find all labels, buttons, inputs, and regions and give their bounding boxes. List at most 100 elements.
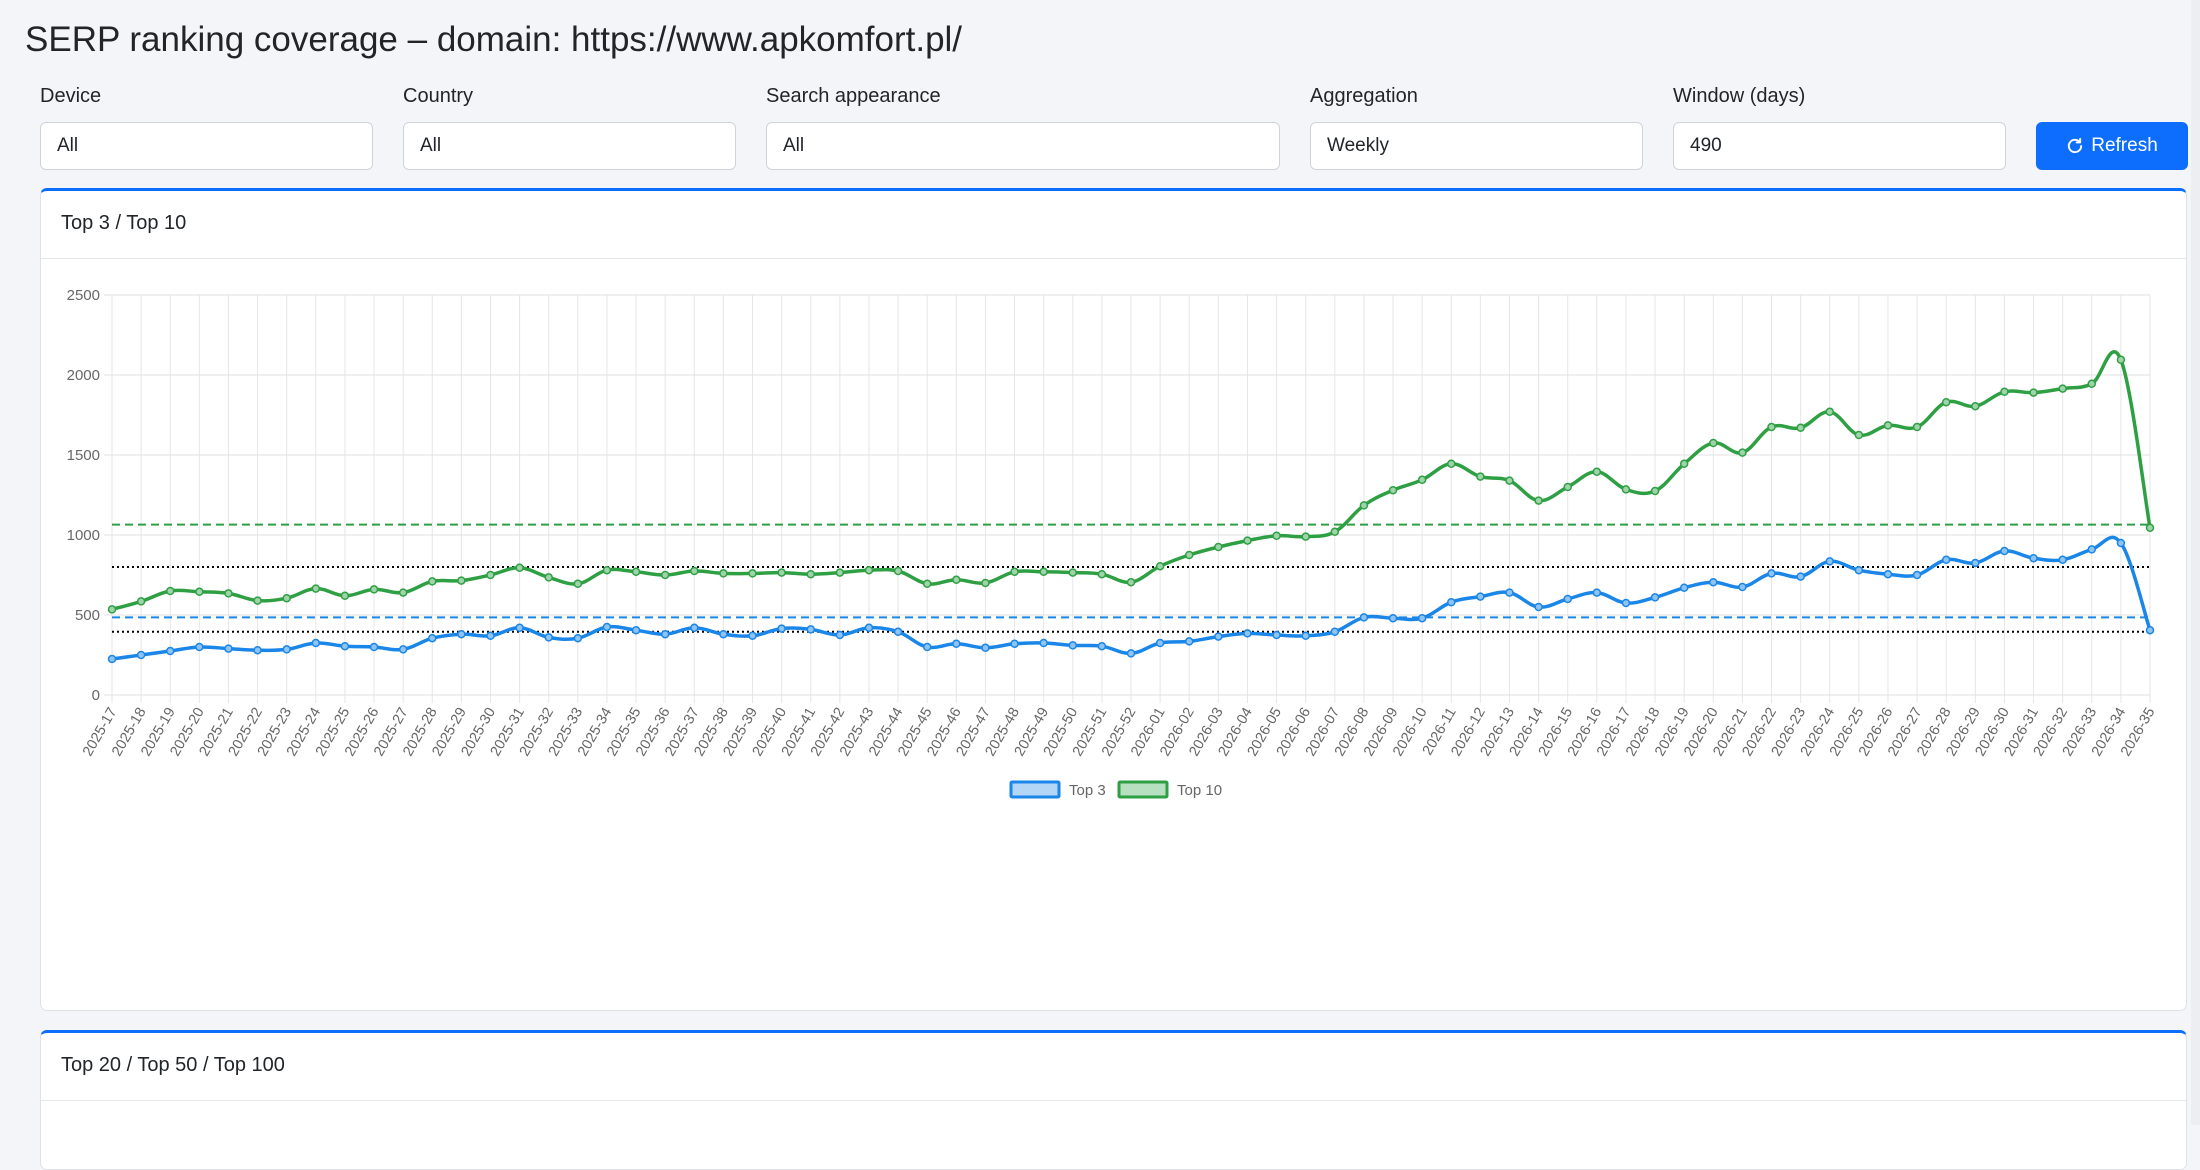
data-point: [573, 579, 583, 589]
data-point: [1650, 593, 1660, 602]
window-input[interactable]: 490: [1673, 122, 2006, 170]
data-point: [1272, 630, 1281, 640]
data-point: [107, 605, 117, 614]
data-point: [1767, 422, 1776, 432]
data-point: [748, 569, 757, 578]
data-point: [544, 573, 553, 582]
search-appearance-select[interactable]: All: [766, 122, 1280, 170]
data-point: [1592, 588, 1602, 597]
data-point: [864, 565, 874, 575]
data-point: [748, 631, 757, 641]
data-point: [806, 569, 815, 579]
data-point: [835, 630, 845, 640]
data-point: [1068, 641, 1078, 650]
device-filter: Device All: [40, 84, 373, 170]
data-point: [1126, 649, 1136, 658]
aggregation-filter: Aggregation Weekly: [1310, 84, 1643, 170]
data-point: [660, 629, 670, 639]
data-point: [1359, 501, 1369, 510]
search-appearance-label: Search appearance: [766, 85, 941, 107]
data-point: [690, 566, 699, 576]
data-point: [2029, 553, 2038, 563]
data-point: [631, 567, 641, 577]
legend-label: Top 10: [1177, 782, 1222, 799]
data-point: [515, 623, 524, 633]
data-point: [165, 586, 175, 596]
data-point: [1709, 438, 1718, 448]
aggregation-select[interactable]: Weekly: [1310, 122, 1643, 170]
data-point: [1941, 397, 1951, 407]
top3-top10-card: Top 3 / Top 10 0 500 1000 1500 2000 2500 2025-…: [40, 188, 2187, 1011]
country-filter: Country All: [403, 84, 736, 170]
data-point: [1825, 407, 1834, 417]
data-point: [981, 643, 990, 653]
refresh-label: Refresh: [2091, 135, 2158, 156]
data-point: [224, 644, 233, 653]
data-point: [1097, 569, 1107, 579]
data-point: [1738, 448, 1747, 457]
refresh-button[interactable]: Refresh: [2036, 122, 2188, 170]
data-point: [1563, 482, 1572, 492]
data-point: [1534, 602, 1543, 612]
data-point: [136, 597, 146, 606]
top20-top50-top100-card: Top 20 / Top 50 / Top 100: [40, 1030, 2187, 1170]
data-point: [398, 588, 408, 597]
data-point: [1971, 401, 1980, 411]
data-point: [573, 633, 583, 643]
data-point: [1505, 588, 1514, 597]
y-tick-label: 0: [92, 687, 100, 704]
data-point: [282, 645, 291, 654]
window-filter: Window (days) 490: [1673, 84, 2006, 170]
data-point: [428, 633, 437, 643]
data-point: [952, 639, 961, 649]
data-point: [1243, 629, 1252, 638]
data-point: [1155, 638, 1165, 648]
page-scrollbar[interactable]: [2191, 0, 2200, 1125]
data-point: [2145, 523, 2155, 533]
data-point: [369, 585, 379, 594]
data-point: [1388, 613, 1398, 623]
data-point: [1534, 496, 1543, 505]
data-point: [1301, 631, 1310, 641]
y-tick-label: 2000: [67, 367, 100, 384]
data-point: [1068, 568, 1078, 577]
data-point: [311, 638, 321, 648]
data-point: [1563, 594, 1572, 604]
data-point: [1388, 485, 1398, 495]
data-point: [2058, 555, 2067, 565]
data-point: [2029, 388, 2038, 397]
device-select[interactable]: All: [40, 122, 373, 170]
data-point: [864, 623, 874, 633]
data-point: [1214, 632, 1223, 641]
data-point: [311, 584, 321, 593]
data-point: [544, 633, 553, 642]
data-point: [719, 629, 728, 639]
data-point: [2087, 379, 2097, 389]
data-point: [486, 631, 495, 641]
country-select[interactable]: All: [403, 122, 736, 170]
data-point: [1854, 565, 1864, 575]
data-point: [1330, 627, 1340, 637]
data-point: [893, 627, 903, 637]
data-point: [282, 593, 291, 603]
legend-swatch: [1117, 780, 1169, 799]
data-point: [922, 579, 932, 589]
data-point: [893, 566, 903, 576]
data-point: [340, 591, 350, 601]
data-point: [2087, 545, 2097, 554]
data-point: [777, 624, 786, 633]
data-point: [690, 623, 699, 633]
data-point: [1126, 577, 1136, 587]
top3-top10-card-title: Top 3 / Top 10: [41, 191, 2186, 259]
data-point: [1184, 550, 1194, 560]
data-point: [1447, 459, 1456, 469]
data-point: [2000, 387, 2009, 397]
data-point: [1417, 475, 1427, 485]
data-point: [660, 570, 670, 580]
y-tick-label: 1000: [67, 527, 100, 544]
data-point: [1243, 536, 1252, 545]
data-point: [1912, 422, 1922, 432]
data-point: [1825, 557, 1834, 566]
data-point: [1010, 639, 1019, 649]
data-point: [1679, 583, 1689, 593]
